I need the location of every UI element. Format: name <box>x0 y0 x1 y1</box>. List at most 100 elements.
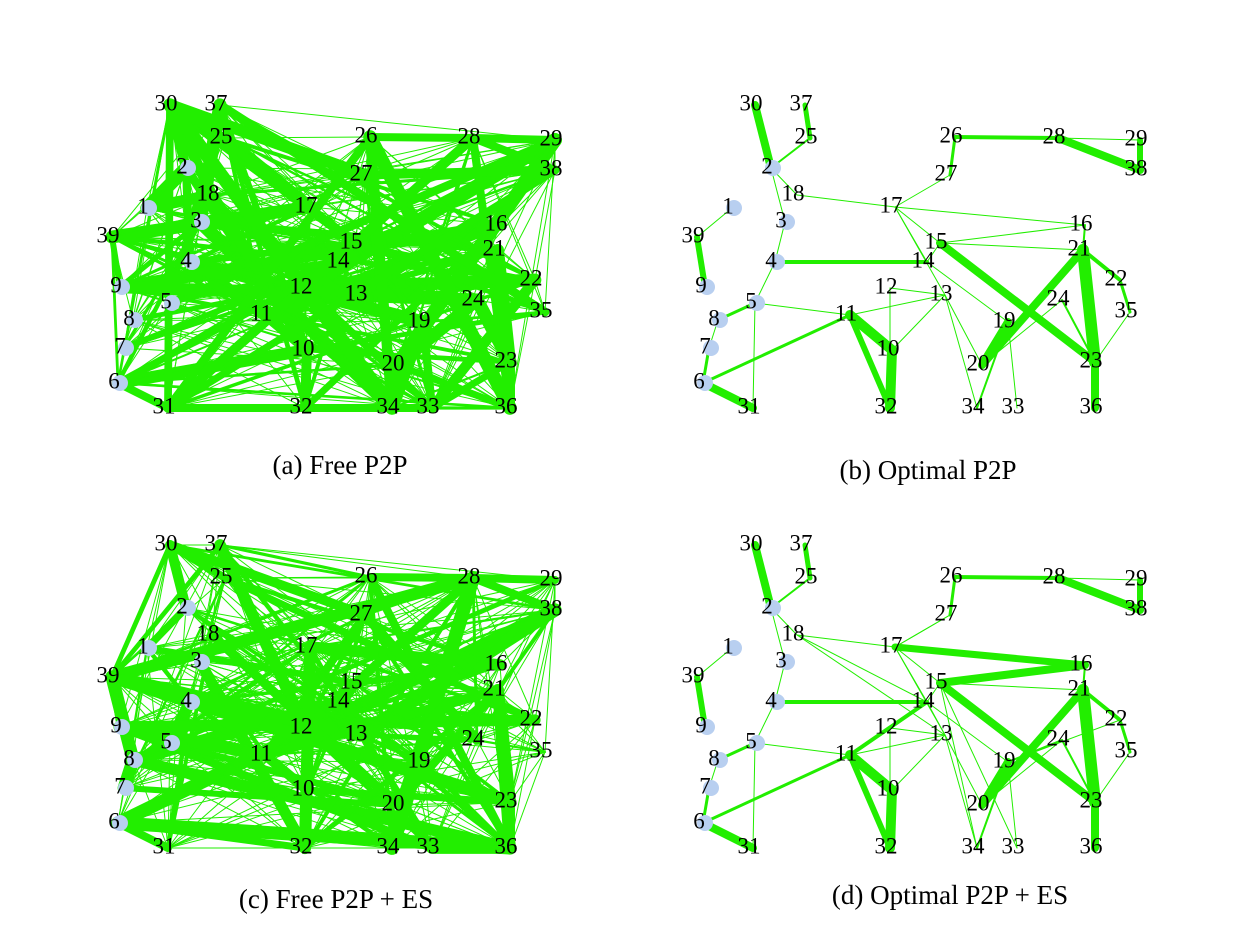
edge <box>1007 719 1121 763</box>
node-label: 28 <box>458 563 481 588</box>
node-label: 38 <box>1125 155 1148 180</box>
edge <box>111 194 213 238</box>
node-label: 22 <box>520 705 543 730</box>
node <box>112 815 128 831</box>
node-label: 28 <box>458 123 481 148</box>
edge <box>302 662 503 731</box>
node-label: 39 <box>97 662 120 687</box>
edge <box>109 234 123 290</box>
edge <box>224 577 546 753</box>
node-label: 36 <box>495 833 518 858</box>
caption: (d) Optimal P2P + ES <box>832 880 1068 910</box>
edge <box>926 701 946 736</box>
edge <box>534 609 556 721</box>
node-label: 13 <box>930 280 953 305</box>
node <box>765 600 781 616</box>
edge <box>469 574 559 584</box>
node-label: 16 <box>1070 650 1093 675</box>
edge <box>894 614 951 648</box>
node-label: 26 <box>355 562 378 587</box>
edge <box>469 134 559 144</box>
edge <box>751 101 775 172</box>
node-label: 7 <box>114 333 126 358</box>
node-label: 11 <box>250 740 272 765</box>
node-label: 34 <box>962 393 986 418</box>
edge <box>1054 574 1144 614</box>
edge <box>944 294 978 409</box>
node-label: 5 <box>160 728 172 753</box>
node-label: 25 <box>210 563 233 588</box>
edge <box>754 302 851 316</box>
edge <box>309 646 433 849</box>
edge <box>770 607 786 663</box>
edge <box>472 577 536 721</box>
node-label: 4 <box>180 247 192 272</box>
edge <box>167 311 546 409</box>
node-label: 23 <box>1080 787 1103 812</box>
node <box>141 200 157 216</box>
node-label: 35 <box>530 737 553 762</box>
edge <box>1094 751 1131 803</box>
edge <box>169 544 536 721</box>
node-label: 3 <box>190 207 202 232</box>
node-label: 11 <box>250 300 272 325</box>
edge <box>754 742 851 756</box>
edge <box>1082 224 1086 251</box>
node-label: 3 <box>775 647 787 672</box>
node-label: 12 <box>290 713 313 738</box>
node-label: 21 <box>1068 675 1091 700</box>
node-label: 19 <box>408 307 431 332</box>
edge <box>166 633 214 850</box>
edge <box>845 750 897 795</box>
edge <box>105 670 517 809</box>
node <box>164 735 180 751</box>
edge <box>365 572 515 853</box>
edge <box>309 646 398 806</box>
edge <box>953 575 1060 580</box>
edge <box>167 174 366 409</box>
edge <box>944 734 983 806</box>
edge <box>1094 311 1131 363</box>
node-label: 25 <box>795 123 818 148</box>
edge <box>369 576 546 753</box>
edge <box>217 102 308 411</box>
edge <box>944 734 978 849</box>
node-label: 19 <box>993 307 1016 332</box>
node-label: 28 <box>1043 123 1066 148</box>
edge <box>369 576 501 666</box>
edge <box>111 676 306 849</box>
node-label: 9 <box>110 272 122 297</box>
node-label: 15 <box>925 228 948 253</box>
edge <box>976 761 1009 849</box>
node-label: 24 <box>1047 285 1071 310</box>
node <box>749 295 765 311</box>
edge <box>119 726 169 849</box>
edge <box>534 169 556 281</box>
node-label: 24 <box>1047 725 1071 750</box>
node <box>703 340 719 356</box>
node <box>194 214 210 230</box>
node-label: 21 <box>483 675 506 700</box>
edge <box>109 674 123 730</box>
node <box>697 815 713 831</box>
node-label: 39 <box>682 662 705 687</box>
edge <box>845 310 897 355</box>
node-label: 13 <box>345 280 368 305</box>
edge <box>492 684 516 808</box>
node-label: 26 <box>940 562 963 587</box>
node-label: 37 <box>205 530 228 555</box>
node-label: 9 <box>110 712 122 737</box>
edge <box>939 682 1084 691</box>
node-label: 4 <box>180 687 192 712</box>
edge <box>476 609 556 741</box>
edge <box>219 544 556 581</box>
node <box>127 752 143 768</box>
edge <box>207 630 402 810</box>
edge <box>509 579 556 803</box>
node-label: 11 <box>835 740 857 765</box>
edge <box>497 689 546 753</box>
edge <box>936 661 1089 687</box>
edge <box>953 135 1060 140</box>
